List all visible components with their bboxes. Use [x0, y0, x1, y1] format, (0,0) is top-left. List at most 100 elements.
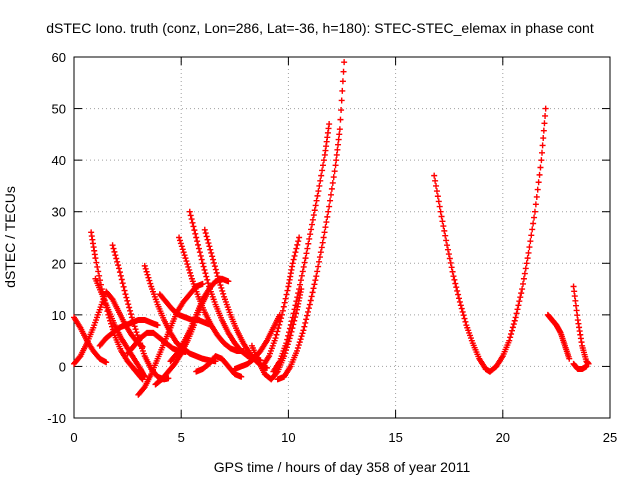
- data-point-plus-marker: [123, 294, 130, 301]
- y-tick-label: 60: [52, 50, 66, 65]
- x-tick-label: 10: [281, 430, 295, 445]
- data-point-plus-marker: [285, 332, 292, 339]
- data-point-plus-marker: [183, 258, 190, 265]
- data-point-plus-marker: [289, 314, 296, 321]
- data-point-plus-marker: [186, 208, 193, 215]
- data-point-plus-marker: [187, 269, 194, 276]
- data-point-plus-marker: [295, 342, 302, 349]
- data-point-plus-marker: [115, 262, 122, 269]
- data-point-plus-marker: [521, 270, 528, 277]
- data-point-plus-marker: [319, 167, 326, 174]
- data-point-plus-marker: [302, 319, 309, 326]
- data-point-plus-marker: [177, 240, 184, 247]
- data-point-plus-marker: [449, 268, 456, 275]
- data-point-plus-marker: [297, 277, 304, 284]
- data-point-plus-marker: [176, 234, 183, 241]
- data-point-plus-marker: [121, 287, 128, 294]
- data-point-plus-marker: [284, 287, 291, 294]
- data-point-plus-marker: [111, 248, 118, 255]
- data-point-plus-marker: [458, 305, 465, 312]
- data-point-plus-marker: [331, 168, 338, 175]
- axis-ticks: 0 5 10 15 20 25 -10 0 10 20 30 40 50 60: [47, 50, 617, 445]
- data-point-plus-marker: [147, 280, 154, 287]
- data-point-plus-marker: [312, 277, 319, 284]
- data-point-plus-marker: [533, 193, 540, 200]
- data-point-plus-marker: [448, 264, 455, 271]
- y-axis-label: dSTEC / TECUs: [2, 186, 18, 288]
- data-point-plus-marker: [131, 323, 138, 330]
- data-point-plus-marker: [109, 242, 116, 249]
- data-point-plus-marker: [317, 249, 324, 256]
- data-point-plus-marker: [204, 276, 211, 283]
- data-point-plus-marker: [197, 252, 204, 259]
- data-point-plus-marker: [509, 324, 516, 331]
- data-point-plus-marker: [457, 302, 464, 309]
- data-point-plus-marker: [97, 277, 104, 284]
- data-point-plus-marker: [294, 294, 301, 301]
- data-point-plus-marker: [305, 240, 312, 247]
- data-point-plus-marker: [453, 284, 460, 291]
- data-point-plus-marker: [112, 252, 119, 259]
- data-point-plus-marker: [272, 335, 279, 342]
- data-point-plus-marker: [294, 241, 301, 248]
- data-point-plus-marker: [528, 232, 535, 239]
- data-point-plus-marker: [433, 188, 440, 195]
- data-point-plus-marker: [146, 277, 153, 284]
- data-point-plus-marker: [535, 179, 542, 186]
- data-point-plus-marker: [199, 260, 206, 267]
- data-point-plus-marker: [92, 255, 99, 262]
- data-point-plus-marker: [213, 269, 220, 276]
- y-tick-label: 0: [59, 359, 66, 374]
- data-point-plus-marker: [122, 291, 129, 298]
- data-point-plus-marker: [523, 260, 530, 267]
- data-point-plus-marker: [181, 252, 188, 259]
- data-point-plus-marker: [195, 245, 202, 252]
- data-point-plus-marker: [314, 192, 321, 199]
- data-point-plus-marker: [515, 302, 522, 309]
- data-point-plus-marker: [445, 251, 452, 258]
- data-point-plus-marker: [318, 244, 325, 251]
- y-tick-label: 40: [52, 153, 66, 168]
- y-tick-label: 30: [52, 205, 66, 220]
- data-point-plus-marker: [124, 297, 131, 304]
- data-point-plus-marker: [214, 273, 221, 280]
- data-point-plus-marker: [310, 212, 317, 219]
- data-point-plus-marker: [309, 216, 316, 223]
- data-point-plus-marker: [119, 280, 126, 287]
- data-point-plus-marker: [103, 359, 110, 366]
- x-tick-label: 25: [603, 430, 617, 445]
- data-point-plus-marker: [301, 323, 308, 330]
- data-point-plus-marker: [308, 221, 315, 228]
- data-point-plus-marker: [530, 220, 537, 227]
- data-point-plus-marker: [133, 329, 140, 336]
- data-point-plus-marker: [194, 238, 201, 245]
- data-point-plus-marker: [507, 334, 514, 341]
- data-point-plus-marker: [520, 280, 527, 287]
- data-point-plus-marker: [279, 307, 286, 314]
- data-point-plus-marker: [326, 203, 333, 210]
- data-point-plus-marker: [293, 298, 300, 305]
- data-point-plus-marker: [462, 318, 469, 325]
- data-point-plus-marker: [141, 373, 148, 380]
- data-point-plus-marker: [293, 245, 300, 252]
- y-tick-label: 50: [52, 102, 66, 117]
- data-point-plus-marker: [298, 333, 305, 340]
- data-point-plus-marker: [298, 272, 305, 279]
- data-point-plus-marker: [180, 249, 187, 256]
- data-point-plus-marker: [296, 339, 303, 346]
- data-point-plus-marker: [182, 255, 189, 262]
- data-point-plus-marker: [311, 281, 318, 288]
- data-point-plus-marker: [332, 162, 339, 169]
- data-point-plus-marker: [443, 237, 450, 244]
- data-point-plus-marker: [524, 255, 531, 262]
- data-point-plus-marker: [212, 266, 219, 273]
- grid: [74, 57, 610, 418]
- data-point-plus-marker: [451, 276, 458, 283]
- data-point-plus-marker: [301, 259, 308, 266]
- data-point-plus-marker: [303, 316, 310, 323]
- data-point-plus-marker: [324, 213, 331, 220]
- data-point-plus-marker: [198, 256, 205, 263]
- data-point-plus-marker: [95, 268, 102, 275]
- data-point-plus-marker: [508, 327, 515, 334]
